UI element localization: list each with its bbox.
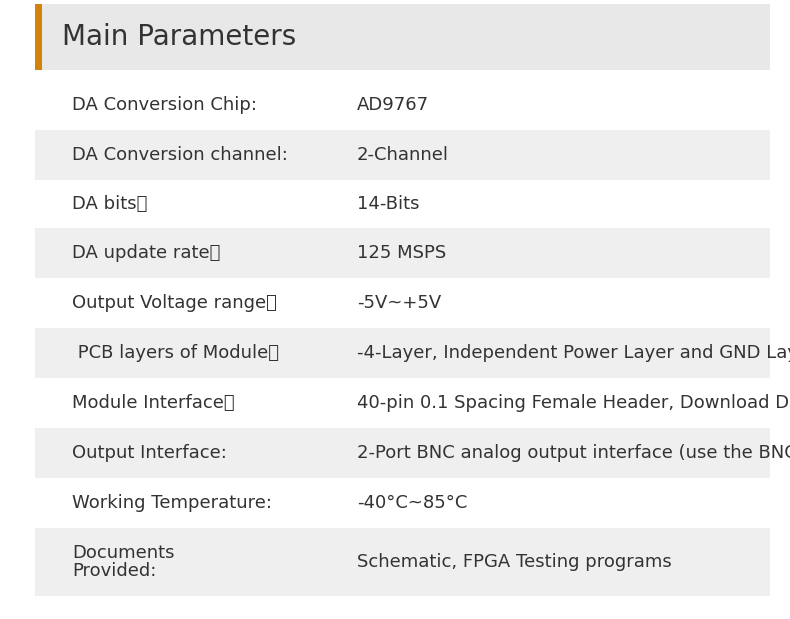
Text: PCB layers of Module：: PCB layers of Module： — [72, 344, 279, 362]
Text: 125 MSPS: 125 MSPS — [357, 244, 446, 262]
Text: 2-Channel: 2-Channel — [357, 146, 449, 164]
Text: 40-pin 0.1 Spacing Female Header, Download Direction: 40-pin 0.1 Spacing Female Header, Downlo… — [357, 394, 790, 412]
Bar — [35, 528, 770, 596]
Bar — [35, 428, 770, 478]
Text: Schematic, FPGA Testing programs: Schematic, FPGA Testing programs — [357, 553, 672, 571]
Bar — [35, 180, 770, 228]
Text: Provided:: Provided: — [72, 562, 156, 580]
Text: DA update rate：: DA update rate： — [72, 244, 220, 262]
Text: Output Interface:: Output Interface: — [72, 444, 227, 462]
Text: DA Conversion channel:: DA Conversion channel: — [72, 146, 288, 164]
Bar — [35, 328, 770, 378]
Text: -5V~+5V: -5V~+5V — [357, 294, 442, 312]
Text: -4-Layer, Independent Power Layer and GND Layer: -4-Layer, Independent Power Layer and GN… — [357, 344, 790, 362]
Bar — [35, 478, 770, 528]
Text: Main Parameters: Main Parameters — [62, 23, 296, 51]
Bar — [35, 80, 770, 130]
Bar — [35, 4, 42, 70]
Bar — [35, 130, 770, 180]
Bar — [35, 378, 770, 428]
Text: 14-Bits: 14-Bits — [357, 195, 419, 213]
Text: Output Voltage range：: Output Voltage range： — [72, 294, 276, 312]
Text: 2-Port BNC analog output interface (use the BNC line cor: 2-Port BNC analog output interface (use … — [357, 444, 790, 462]
Text: Documents: Documents — [72, 544, 175, 562]
Text: DA bits：: DA bits： — [72, 195, 148, 213]
Bar — [35, 278, 770, 328]
Text: Working Temperature:: Working Temperature: — [72, 494, 272, 512]
Text: -40°C~85°C: -40°C~85°C — [357, 494, 468, 512]
Text: Module Interface：: Module Interface： — [72, 394, 235, 412]
Bar — [35, 4, 770, 70]
Text: AD9767: AD9767 — [357, 96, 429, 114]
Text: DA Conversion Chip:: DA Conversion Chip: — [72, 96, 257, 114]
Bar — [35, 228, 770, 278]
